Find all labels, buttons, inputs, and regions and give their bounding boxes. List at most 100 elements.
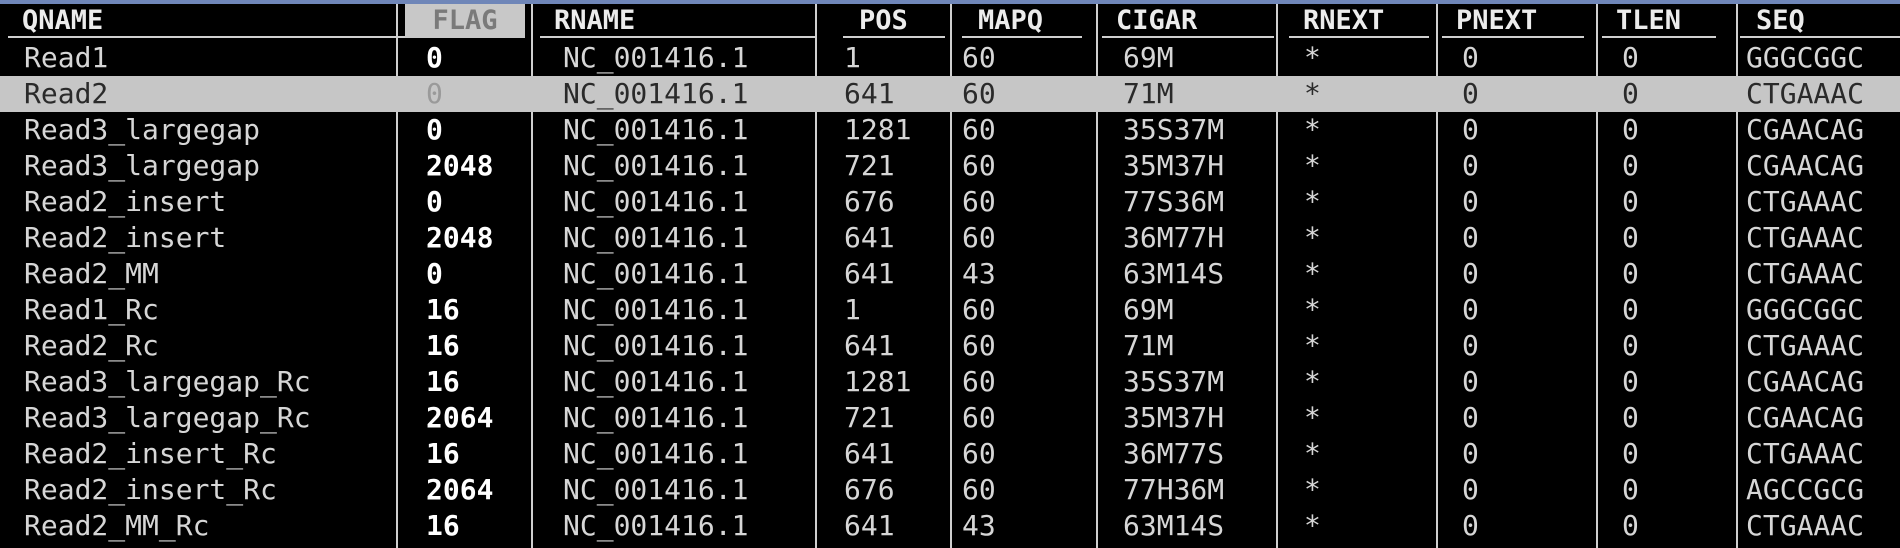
column-separator: [815, 4, 817, 548]
cell-seq: GGGCGGC: [1746, 293, 1865, 326]
cell-pos: 721: [844, 149, 895, 182]
cell-flag: 16: [426, 437, 460, 470]
cell-pos: 641: [844, 437, 895, 470]
column-separator: [1596, 4, 1598, 548]
cell-tlen: 0: [1622, 257, 1639, 290]
column-header-rname[interactable]: RNAME: [540, 4, 816, 38]
column-separator: [531, 4, 533, 548]
cell-pos: 641: [844, 329, 895, 362]
cell-tlen: 0: [1622, 329, 1639, 362]
cell-mapq: 60: [962, 41, 996, 74]
cell-seq: CTGAAAC: [1746, 185, 1865, 218]
column-header-tlen[interactable]: TLEN: [1602, 4, 1716, 38]
column-header-qname[interactable]: QNAME: [8, 4, 418, 38]
column-separator: [1436, 4, 1438, 548]
cell-seq: CGAACAG: [1746, 401, 1865, 434]
cell-cigar: 77S36M: [1123, 185, 1225, 218]
cell-pos: 1: [844, 293, 861, 326]
cell-qname: Read2_insert_Rc: [24, 437, 277, 470]
cell-flag: 2048: [426, 221, 494, 254]
column-header-rnext[interactable]: RNEXT: [1289, 4, 1429, 38]
cell-rname: NC_001416.1: [563, 401, 749, 434]
cell-flag: 16: [426, 365, 460, 398]
cell-flag: 16: [426, 329, 460, 362]
table-row[interactable]: Read2_insert 0 NC_001416.1 676 60 77S36M * 0 0 CT…: [0, 184, 1900, 220]
cell-cigar: 71M: [1123, 329, 1174, 362]
cell-pnext: 0: [1462, 149, 1479, 182]
cell-mapq: 60: [962, 293, 996, 326]
table-row[interactable]: Read3_largegap 2048 NC_001416.1 721 60 35M37H…: [0, 148, 1900, 184]
cell-tlen: 0: [1622, 77, 1639, 110]
cell-mapq: 43: [962, 509, 996, 542]
column-header-pos[interactable]: POS: [843, 4, 945, 38]
cell-cigar: 36M77S: [1123, 437, 1225, 470]
cell-rnext: *: [1304, 509, 1321, 542]
cell-cigar: 35M37H: [1123, 401, 1225, 434]
cell-seq: CTGAAAC: [1746, 509, 1865, 542]
table-row[interactable]: Read3_largegap_Rc 16 NC_001416.1 1281 60 35S3…: [0, 364, 1900, 400]
cell-flag: 0: [426, 113, 443, 146]
cell-tlen: 0: [1622, 365, 1639, 398]
cell-rnext: *: [1304, 257, 1321, 290]
cell-tlen: 0: [1622, 437, 1639, 470]
cell-rname: NC_001416.1: [563, 77, 749, 110]
cell-pnext: 0: [1462, 41, 1479, 74]
cell-seq: CTGAAAC: [1746, 257, 1865, 290]
cell-tlen: 0: [1622, 113, 1639, 146]
cell-cigar: 71M: [1123, 77, 1174, 110]
cell-rname: NC_001416.1: [563, 329, 749, 362]
column-header-mapq[interactable]: MAPQ: [962, 4, 1082, 38]
cell-rname: NC_001416.1: [563, 149, 749, 182]
column-header-cigar[interactable]: CIGAR: [1102, 4, 1274, 38]
table-row[interactable]: Read2 0 NC_001416.1 641 60 71M * 0 0 CTGAAAC: [0, 76, 1900, 112]
column-header-pnext[interactable]: PNEXT: [1442, 4, 1584, 38]
cell-pos: 1281: [844, 113, 912, 146]
column-header-seq[interactable]: SEQ: [1740, 4, 1900, 38]
cell-qname: Read2_MM_Rc: [24, 509, 210, 542]
table-row[interactable]: Read1 0 NC_001416.1 1 60 69M * 0 0 GGGCGGC: [0, 40, 1900, 76]
cell-flag: 0: [426, 77, 443, 110]
cell-qname: Read3_largegap_Rc: [24, 401, 311, 434]
cell-flag: 2064: [426, 401, 494, 434]
cell-rnext: *: [1304, 185, 1321, 218]
table-row[interactable]: Read2_MM_Rc 16 NC_001416.1 641 43 63M14S * 0 0 CT…: [0, 508, 1900, 544]
table-row[interactable]: Read2_MM 0 NC_001416.1 641 43 63M14S * 0 0 CTGAAA…: [0, 256, 1900, 292]
cell-mapq: 60: [962, 77, 996, 110]
cell-pnext: 0: [1462, 257, 1479, 290]
cell-rname: NC_001416.1: [563, 185, 749, 218]
cell-mapq: 60: [962, 113, 996, 146]
cell-pos: 641: [844, 77, 895, 110]
cell-rnext: *: [1304, 293, 1321, 326]
table-row[interactable]: Read2_Rc 16 NC_001416.1 641 60 71M * 0 0 CTGAAAC: [0, 328, 1900, 364]
cell-tlen: 0: [1622, 41, 1639, 74]
cell-seq: GGGCGGC: [1746, 41, 1865, 74]
cell-tlen: 0: [1622, 509, 1639, 542]
cell-pos: 641: [844, 509, 895, 542]
cell-seq: CTGAAAC: [1746, 77, 1865, 110]
cell-qname: Read3_largegap: [24, 149, 261, 182]
table-row[interactable]: Read1_Rc 16 NC_001416.1 1 60 69M * 0 0 GGGCGGC: [0, 292, 1900, 328]
table-row[interactable]: Read2_insert_Rc 16 NC_001416.1 641 60 36M77S *…: [0, 436, 1900, 472]
cell-pnext: 0: [1462, 221, 1479, 254]
cell-rnext: *: [1304, 329, 1321, 362]
cell-mapq: 43: [962, 257, 996, 290]
cell-rnext: *: [1304, 473, 1321, 506]
cell-tlen: 0: [1622, 221, 1639, 254]
cell-qname: Read1: [24, 41, 109, 74]
column-header-flag[interactable]: FLAG: [405, 4, 525, 38]
cell-seq: CGAACAG: [1746, 149, 1865, 182]
table-row[interactable]: Read3_largegap_Rc 2064 NC_001416.1 721 60 35M…: [0, 400, 1900, 436]
cell-rname: NC_001416.1: [563, 221, 749, 254]
cell-flag: 16: [426, 293, 460, 326]
table-row[interactable]: Read3_largegap 0 NC_001416.1 1281 60 35S37M * 0…: [0, 112, 1900, 148]
cell-rnext: *: [1304, 437, 1321, 470]
cell-qname: Read2_insert: [24, 221, 227, 254]
cell-rnext: *: [1304, 221, 1321, 254]
table-row[interactable]: Read2_insert_Rc 2064 NC_001416.1 676 60 77H36…: [0, 472, 1900, 508]
table-row[interactable]: Read2_insert 2048 NC_001416.1 641 60 36M77H * 0…: [0, 220, 1900, 256]
cell-tlen: 0: [1622, 185, 1639, 218]
cell-rname: NC_001416.1: [563, 365, 749, 398]
cell-qname: Read2_insert: [24, 185, 227, 218]
cell-cigar: 35S37M: [1123, 113, 1225, 146]
cell-rname: NC_001416.1: [563, 509, 749, 542]
